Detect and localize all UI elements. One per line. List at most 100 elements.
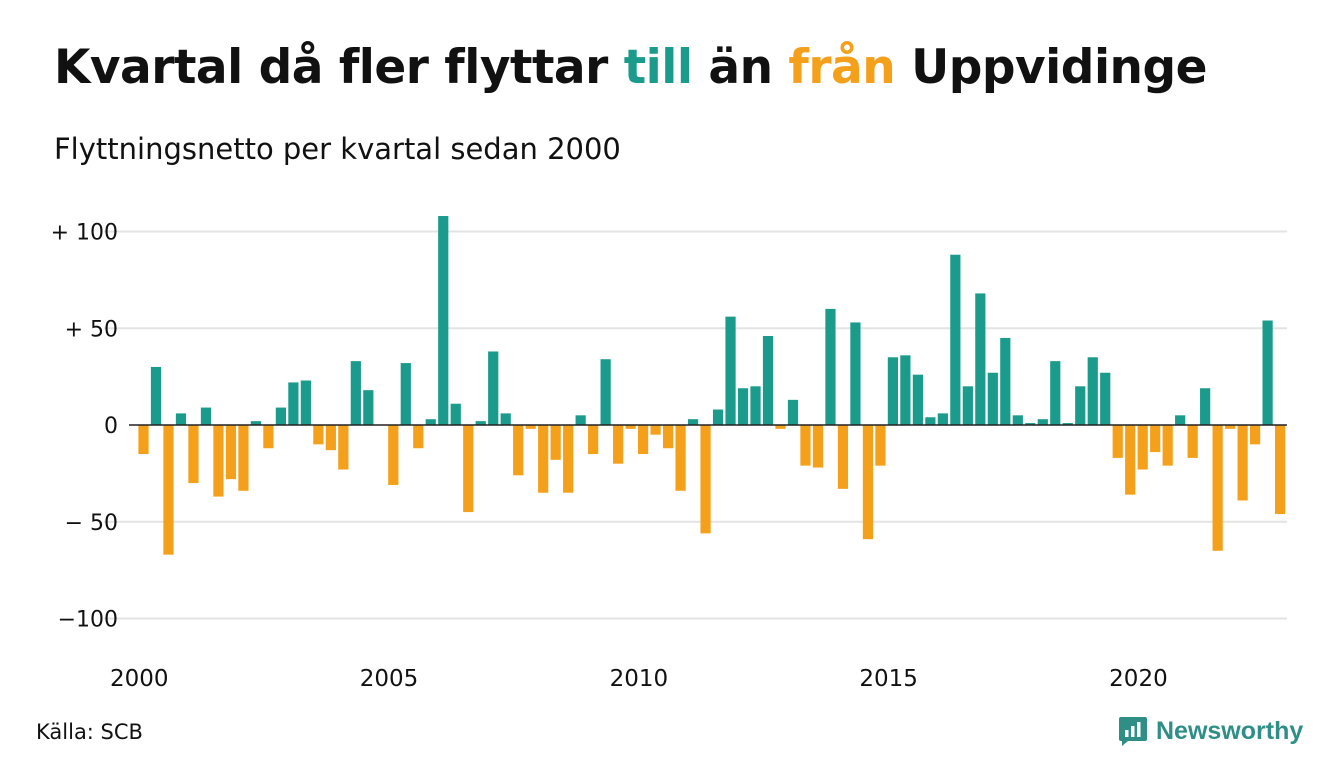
- bar: [1012, 415, 1023, 425]
- x-tick-label: 2000: [110, 666, 169, 692]
- bar: [1050, 361, 1061, 425]
- bar: [288, 382, 299, 425]
- bar: [1274, 425, 1286, 515]
- bar: [800, 425, 811, 466]
- bar: [1200, 388, 1211, 426]
- x-tick-label: 2020: [1109, 666, 1168, 692]
- bar: [1137, 425, 1148, 470]
- bar: [325, 425, 336, 451]
- bar: [1250, 425, 1261, 445]
- bar: [575, 415, 586, 425]
- bar: [1187, 425, 1198, 458]
- bar: [1262, 320, 1273, 425]
- bar: [1087, 357, 1098, 425]
- bar: [225, 425, 237, 480]
- x-tick-label: 2005: [360, 666, 419, 692]
- bar: [962, 386, 973, 425]
- bar: [600, 359, 611, 425]
- bar: [625, 425, 636, 429]
- bar: [1062, 423, 1073, 425]
- bar: [750, 386, 761, 425]
- bar-chart: + 100 + 50 0 − 50 −100 2000 2005 2010 2015 2020: [51, 216, 1287, 692]
- bar: [787, 399, 799, 426]
- bar: [975, 293, 986, 425]
- bar: [275, 407, 286, 425]
- bar: [987, 372, 998, 425]
- bar: [163, 425, 174, 555]
- bar: [438, 216, 449, 425]
- bar: [500, 413, 511, 425]
- bar: [175, 413, 187, 425]
- bar: [488, 351, 499, 425]
- newsworthy-logo-text: Newsworthy: [1156, 716, 1304, 745]
- chart-subtitle: Flyttningsnetto per kvartal sedan 2000: [54, 132, 621, 166]
- bar: [300, 380, 311, 426]
- bar: [400, 363, 411, 425]
- bar: [263, 425, 274, 449]
- bar: [338, 425, 349, 470]
- bar: [588, 425, 599, 455]
- bar: [513, 425, 524, 476]
- y-tick-label: 0: [104, 414, 118, 439]
- bar: [363, 390, 374, 425]
- bar: [725, 316, 736, 425]
- y-tick-label: −100: [58, 608, 118, 633]
- title-word-fran: från: [788, 40, 896, 95]
- bar: [875, 425, 886, 466]
- y-tick-label: − 50: [65, 511, 118, 536]
- bar: [638, 425, 649, 455]
- title-part-middle: än: [692, 40, 789, 95]
- chart-title: Kvartal då fler flyttar till än från Upp…: [54, 40, 1208, 95]
- bar: [1037, 419, 1048, 425]
- bar: [388, 425, 399, 485]
- bar: [1237, 425, 1248, 501]
- bar: [1075, 386, 1086, 425]
- newsworthy-logo: Newsworthy: [1118, 712, 1303, 750]
- bar: [662, 425, 674, 449]
- bar: [1162, 425, 1173, 466]
- bar: [687, 419, 699, 425]
- bar: [200, 407, 212, 425]
- title-word-till: till: [623, 40, 693, 95]
- bar: [613, 425, 624, 464]
- y-tick-label: + 100: [51, 221, 118, 246]
- bar: [138, 425, 149, 455]
- bar: [313, 425, 324, 445]
- bar: [1112, 425, 1123, 458]
- bar: [837, 425, 849, 489]
- bar: [1100, 372, 1111, 425]
- bar: [812, 425, 824, 468]
- bar: [1225, 425, 1236, 429]
- bar: [463, 425, 474, 513]
- bar: [912, 374, 923, 425]
- bar: [887, 357, 898, 425]
- title-part-start: Kvartal då fler flyttar: [54, 40, 624, 95]
- bar: [425, 419, 436, 425]
- bar: [925, 417, 936, 425]
- bar: [350, 361, 361, 425]
- bar: [250, 421, 262, 425]
- x-tick-label: 2010: [610, 666, 669, 692]
- x-tick-label: 2015: [859, 666, 918, 692]
- bar: [550, 425, 561, 460]
- bar: [1000, 337, 1011, 426]
- bar: [450, 403, 461, 425]
- bar: [850, 322, 861, 425]
- y-tick-label: + 50: [65, 317, 118, 342]
- bar: [650, 425, 661, 435]
- bar: [1150, 425, 1161, 453]
- bar: [1125, 425, 1136, 495]
- bar: [775, 425, 786, 429]
- bar: [475, 421, 486, 425]
- bar: [937, 413, 948, 425]
- bar: [862, 425, 874, 540]
- bar: [525, 425, 536, 429]
- bar: [188, 425, 199, 484]
- newsworthy-logo-icon: [1119, 717, 1147, 746]
- bar: [712, 409, 724, 425]
- title-part-end: Uppvidinge: [895, 40, 1208, 95]
- source-note: Källa: SCB: [36, 720, 143, 744]
- bar: [213, 425, 224, 497]
- bar: [700, 425, 711, 534]
- bar: [150, 366, 162, 425]
